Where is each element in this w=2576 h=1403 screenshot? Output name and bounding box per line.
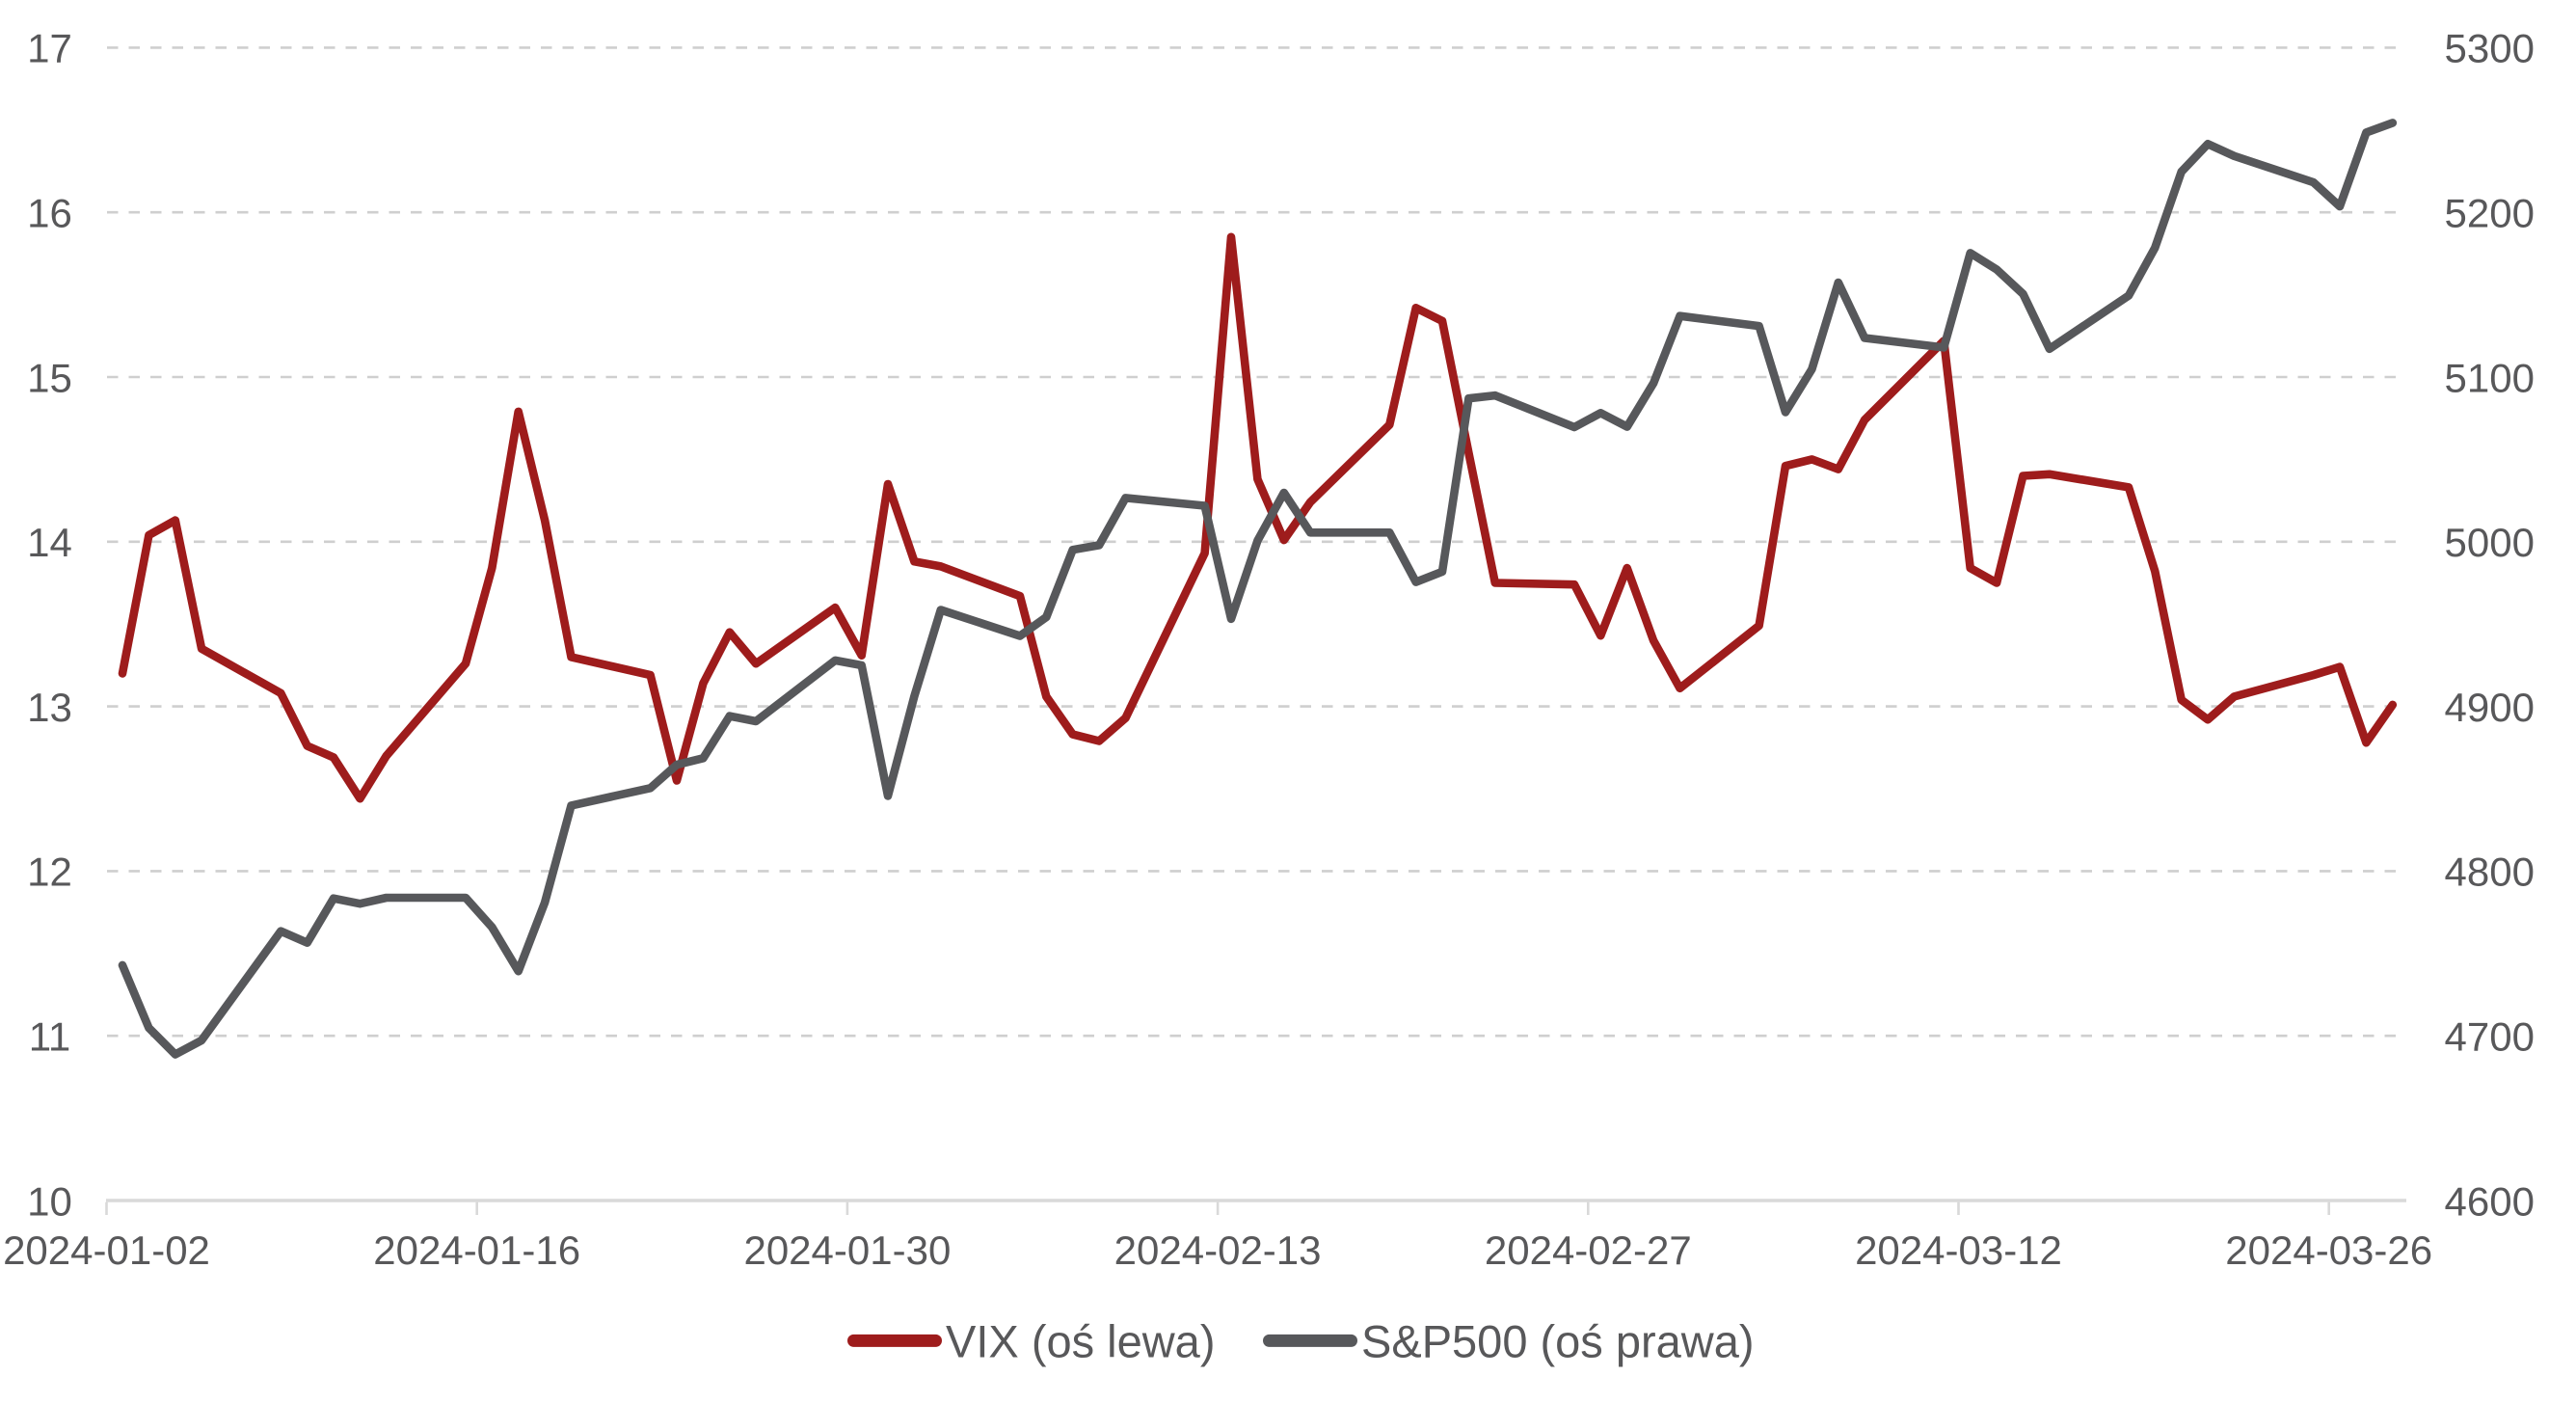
svg-text:13: 13	[27, 685, 72, 730]
svg-text:4600: 4600	[2445, 1178, 2535, 1224]
svg-text:2024-02-13: 2024-02-13	[1114, 1228, 1322, 1273]
svg-text:2024-01-30: 2024-01-30	[743, 1228, 951, 1273]
svg-text:10: 10	[27, 1178, 72, 1224]
svg-text:11: 11	[29, 1014, 71, 1060]
svg-text:12: 12	[27, 850, 72, 895]
svg-text:4800: 4800	[2445, 850, 2535, 895]
svg-text:5100: 5100	[2445, 355, 2535, 400]
svg-text:2024-03-26: 2024-03-26	[2225, 1228, 2432, 1273]
svg-text:5200: 5200	[2445, 191, 2535, 236]
svg-text:4700: 4700	[2445, 1014, 2535, 1060]
svg-text:2024-02-27: 2024-02-27	[1485, 1228, 1692, 1273]
svg-text:VIX (oś lewa): VIX (oś lewa)	[946, 1316, 1215, 1367]
svg-text:16: 16	[27, 191, 72, 236]
svg-text:2024-01-02: 2024-01-02	[3, 1228, 210, 1273]
svg-text:14: 14	[27, 520, 72, 565]
svg-text:2024-01-16: 2024-01-16	[373, 1228, 580, 1273]
svg-text:2024-03-12: 2024-03-12	[1855, 1228, 2062, 1273]
svg-text:5000: 5000	[2445, 520, 2535, 565]
svg-text:5300: 5300	[2445, 26, 2535, 71]
svg-text:4900: 4900	[2445, 685, 2535, 730]
svg-text:17: 17	[27, 26, 72, 71]
svg-text:S&P500 (oś prawa): S&P500 (oś prawa)	[1361, 1316, 1755, 1367]
svg-text:15: 15	[27, 355, 72, 400]
